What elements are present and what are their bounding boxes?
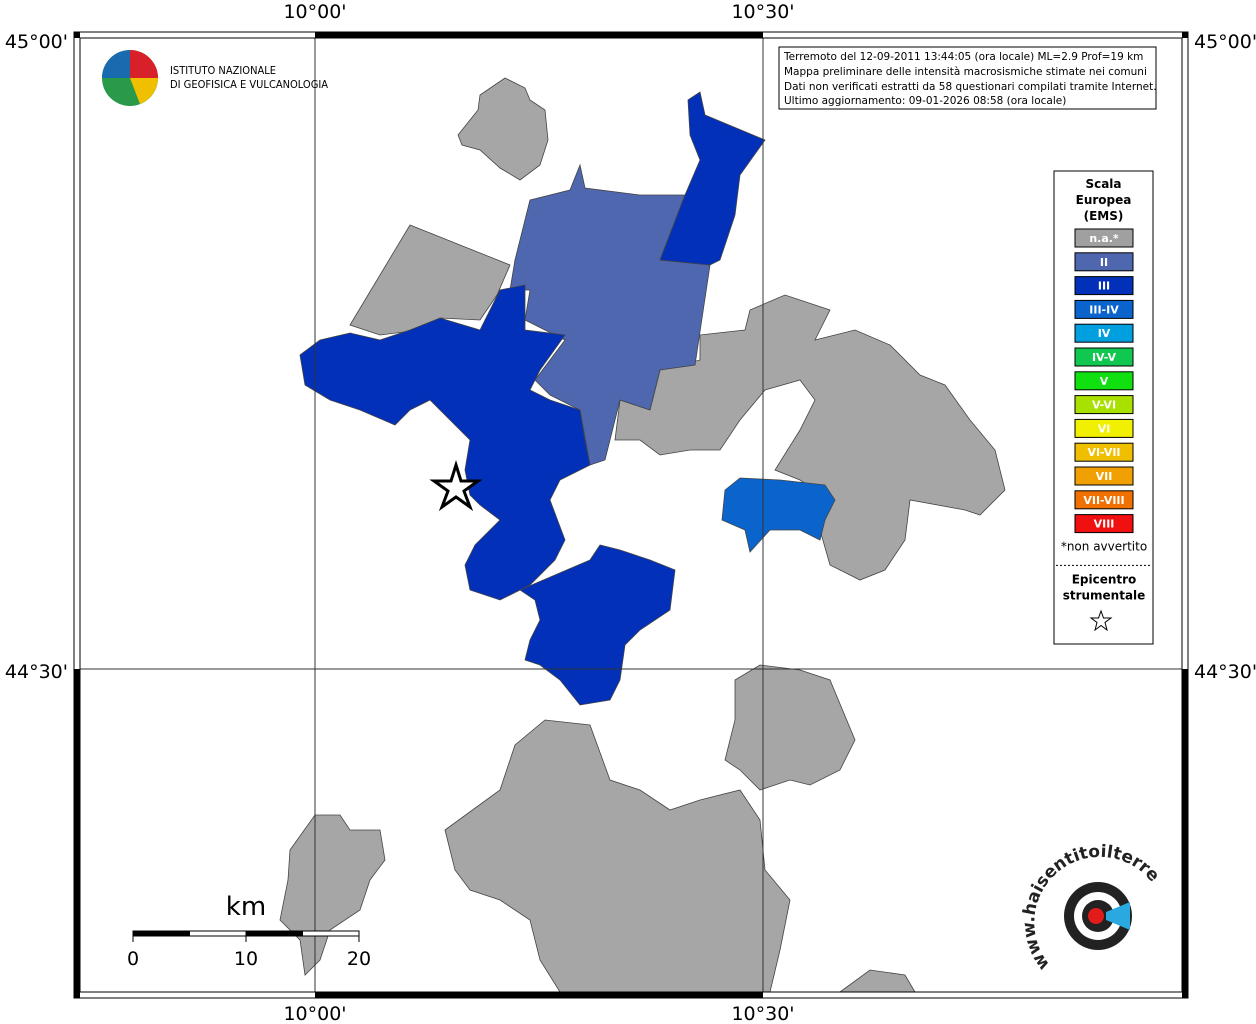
legend-swatch — [1074, 371, 1134, 391]
info-line: Mappa preliminare delle intensità macros… — [784, 66, 1147, 78]
legend-label: VII — [1096, 470, 1113, 483]
scale-segment — [302, 930, 360, 937]
legend-label: n.a.* — [1089, 232, 1119, 245]
logo-text: DI GEOFISICA E VULCANOLOGIA — [170, 78, 328, 91]
legend-label: VII-VIII — [1083, 494, 1124, 507]
legend-star — [1089, 609, 1113, 632]
epicenter-star — [429, 459, 483, 512]
region — [519, 544, 676, 706]
legend-label: VI-VII — [1087, 446, 1120, 459]
legend-label: V — [1100, 375, 1109, 388]
legend-note: *non avvertito — [1061, 539, 1147, 553]
frame-corner — [74, 32, 80, 38]
scale-bar: km 0 10 20 — [127, 892, 371, 970]
legend-label: II — [1100, 256, 1108, 269]
region — [614, 294, 1006, 581]
legend-title: Europea — [1076, 193, 1132, 207]
frame-bar — [1182, 669, 1188, 992]
legend-swatch — [1074, 276, 1134, 296]
graticule — [80, 38, 1182, 992]
lon-label: 10°30' — [731, 1003, 794, 1024]
legend-swatch — [1074, 299, 1134, 319]
info-frame — [778, 46, 1157, 110]
scale-segment — [132, 930, 190, 937]
frame-bar — [315, 992, 763, 998]
frame-corner — [1182, 992, 1188, 998]
region — [724, 664, 856, 791]
legend-label: IV — [1098, 327, 1111, 340]
graticule-labels: 10°00' 10°30' 10°00' 10°30' 45°00' 44°30… — [5, 1, 1256, 1024]
legend-swatch — [1074, 395, 1134, 415]
legend: ScalaEuropea(EMS)n.a.*IIIIIIII-IVIVIV-VV… — [1053, 170, 1154, 645]
frame — [73, 31, 1189, 999]
region — [721, 477, 836, 553]
frame-bar — [74, 669, 80, 992]
legend-swatch — [1074, 418, 1134, 438]
info-line: Terremoto del 12-09-2011 13:44:05 (ora l… — [783, 51, 1143, 63]
legend-swatch — [1074, 323, 1134, 343]
legend-label: III — [1098, 280, 1110, 293]
logo-segment — [130, 50, 158, 78]
legend-label: VI — [1098, 422, 1111, 435]
legend-swatch — [1074, 228, 1134, 248]
legend-label: VIII — [1094, 518, 1115, 531]
legend-swatch — [1074, 514, 1134, 534]
scale-segment — [245, 930, 303, 937]
lon-label: 10°30' — [731, 1, 794, 23]
scale-tick-label: 10 — [234, 948, 258, 970]
legend-label: IV-V — [1092, 351, 1117, 364]
info-line: Ultimo aggiornamento: 09-01-2026 08:58 (… — [784, 95, 1066, 107]
logo-speaker — [1106, 902, 1130, 930]
legend-title: (EMS) — [1084, 209, 1124, 223]
logo-segment — [130, 78, 158, 104]
ingv-logo: ISTITUTO NAZIONALE DI GEOFISICA E VULCAN… — [102, 50, 328, 106]
frame-bar — [315, 32, 763, 38]
legend-swatch — [1074, 347, 1134, 367]
lat-label: 44°30' — [5, 661, 68, 683]
legend-swatch — [1074, 442, 1134, 462]
info-line: Dati non verificati estratti da 58 quest… — [784, 81, 1157, 93]
legend-label: III-IV — [1089, 303, 1119, 316]
frame-corner — [74, 992, 80, 998]
scale-tick-label: 0 — [127, 948, 139, 970]
scale-unit: km — [226, 892, 266, 922]
logo-text: ISTITUTO NAZIONALE — [170, 64, 276, 77]
logo-dot — [1088, 908, 1104, 924]
legend-swatch — [1074, 252, 1134, 272]
legend-title: Scala — [1085, 177, 1121, 191]
logo-segment — [102, 50, 130, 78]
legend-label: V-VI — [1092, 399, 1116, 412]
scale-tick-label: 20 — [347, 948, 371, 970]
region — [299, 284, 591, 601]
legend-swatch — [1074, 490, 1134, 510]
lat-label: 45°00' — [5, 31, 68, 53]
lat-label: 44°30' — [1194, 661, 1256, 683]
scale-segment — [189, 930, 247, 937]
frame-corner — [1182, 32, 1188, 38]
info-box: Terremoto del 12-09-2011 13:44:05 (ora l… — [778, 46, 1157, 110]
region — [659, 91, 766, 266]
lon-label: 10°00' — [283, 1, 346, 23]
legend-epicenter: Epicentro — [1072, 572, 1137, 586]
region — [509, 163, 711, 466]
regions — [279, 77, 1006, 993]
lon-label: 10°00' — [283, 1003, 346, 1024]
region — [349, 224, 511, 336]
region — [457, 77, 549, 181]
lat-label: 45°00' — [1194, 31, 1256, 53]
legend-swatch — [1074, 466, 1134, 486]
legend-epicenter: strumentale — [1063, 588, 1146, 602]
